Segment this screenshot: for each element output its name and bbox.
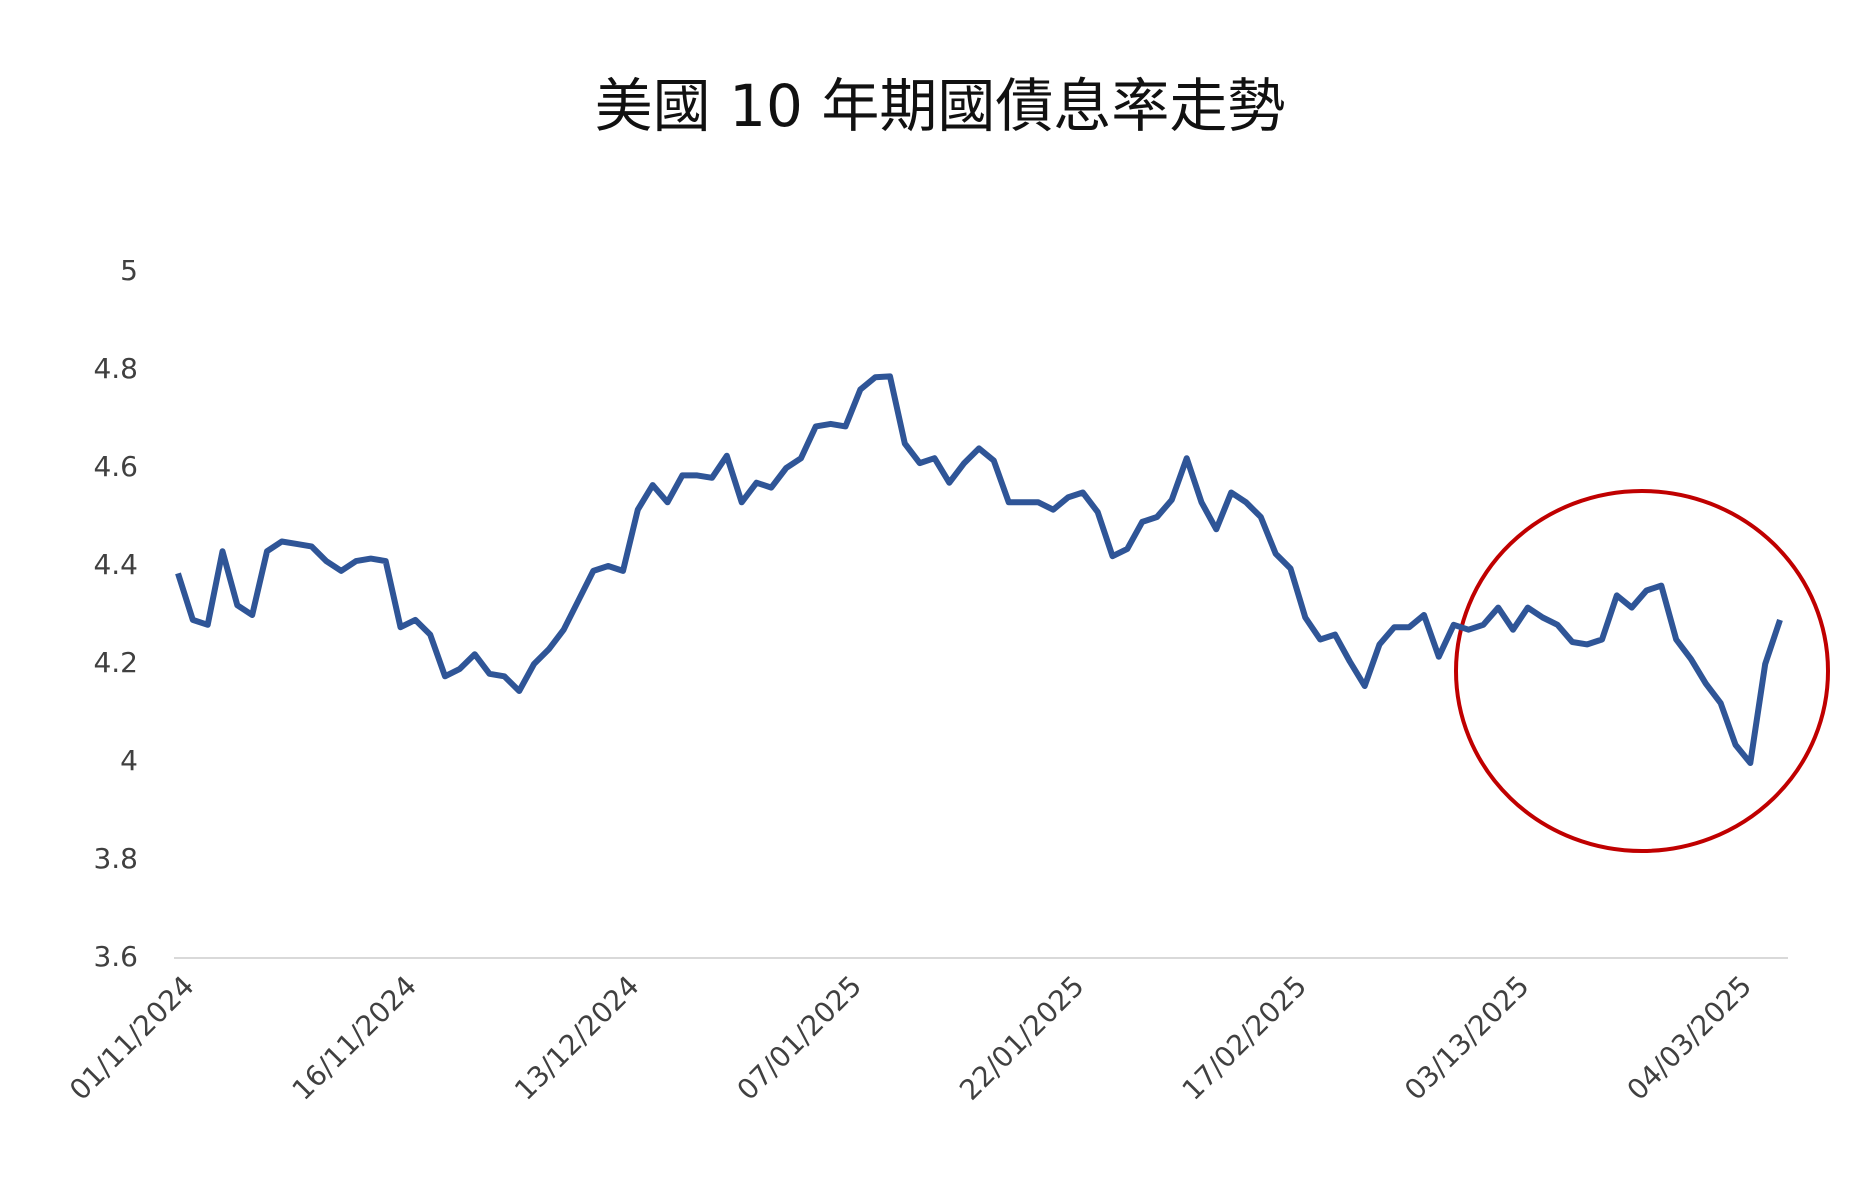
- x-tick-label: 16/11/2024: [286, 969, 423, 1106]
- y-tick-label: 4: [120, 744, 138, 777]
- x-tick-label: 04/03/2025: [1621, 969, 1758, 1106]
- x-tick-label: 17/02/2025: [1176, 969, 1313, 1106]
- highlight-circle: [1454, 489, 1830, 853]
- y-tick-label: 5: [120, 254, 138, 287]
- x-tick-label: 01/11/2024: [63, 969, 200, 1106]
- x-tick-label: 07/01/2025: [731, 969, 868, 1106]
- y-tick-label: 4.8: [93, 352, 138, 385]
- y-tick-label: 3.6: [93, 940, 138, 973]
- x-tick-label: 03/13/2025: [1398, 969, 1535, 1106]
- x-tick-label: 13/12/2024: [508, 969, 645, 1106]
- x-tick-label: 22/01/2025: [953, 969, 1090, 1106]
- line-series: [175, 373, 1783, 766]
- y-tick-label: 4.6: [93, 450, 138, 483]
- y-tick-label: 4.2: [93, 646, 138, 679]
- y-tick-label: 3.8: [93, 842, 138, 875]
- y-tick-label: 4.4: [93, 548, 138, 581]
- chart-title: 美國 10 年期國債息率走勢: [595, 72, 1286, 140]
